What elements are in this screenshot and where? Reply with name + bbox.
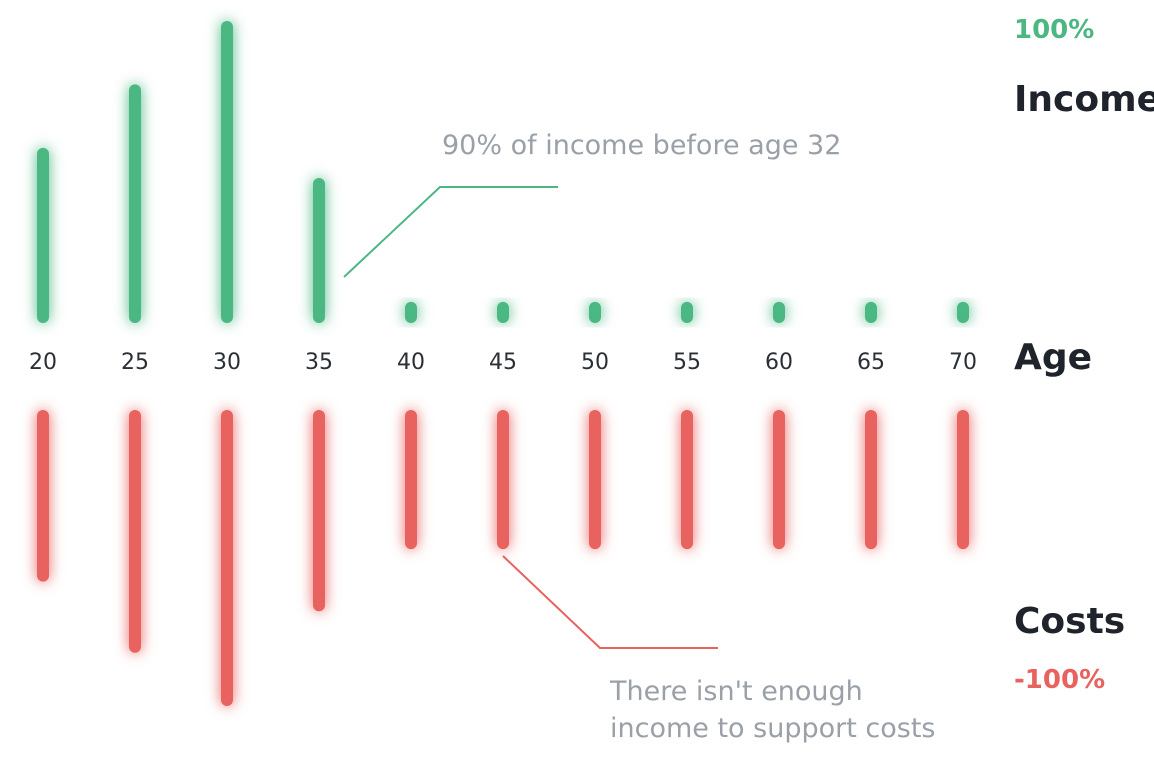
income-bar-60 — [773, 301, 785, 323]
cost-bar-35 — [313, 410, 325, 612]
cost-bar-40 — [405, 410, 417, 550]
cost-bar-50 — [589, 410, 601, 550]
cost-bar-55 — [681, 410, 693, 550]
income-bar-55 — [681, 301, 693, 323]
income-bar-20 — [37, 147, 49, 323]
cost-bar-45 — [497, 410, 509, 550]
age-tick-labels: 20 25 30 35 40 45 50 55 60 65 70 — [29, 350, 977, 375]
age-tick-65: 65 — [857, 350, 885, 375]
age-tick-50: 50 — [581, 350, 609, 375]
income-bar-25 — [129, 84, 141, 323]
age-tick-55: 55 — [673, 350, 701, 375]
age-tick-60: 60 — [765, 350, 793, 375]
cost-bar-30 — [221, 410, 233, 706]
income-bar-50 — [589, 301, 601, 323]
costs-annotation-line-2: income to support costs — [610, 713, 936, 744]
cost-bars — [37, 410, 969, 706]
cost-bar-65 — [865, 410, 877, 550]
income-label: Income — [1014, 79, 1154, 120]
age-tick-25: 25 — [121, 350, 149, 375]
age-axis-label: Age — [1014, 337, 1093, 378]
income-bar-70 — [957, 301, 969, 323]
costs-annotation-leader — [502, 555, 718, 649]
age-tick-20: 20 — [29, 350, 57, 375]
income-bar-40 — [405, 301, 417, 323]
income-bar-30 — [221, 21, 233, 323]
age-tick-40: 40 — [397, 350, 425, 375]
income-annotation: 90% of income before age 32 — [442, 130, 842, 161]
costs-annotation-line-1: There isn't enough — [610, 676, 863, 707]
cost-bar-60 — [773, 410, 785, 550]
cost-bar-70 — [957, 410, 969, 550]
age-tick-35: 35 — [305, 350, 333, 375]
income-bar-45 — [497, 301, 509, 323]
cost-bar-20 — [37, 410, 49, 582]
age-tick-30: 30 — [213, 350, 241, 375]
age-tick-45: 45 — [489, 350, 517, 375]
income-annotation-leader — [343, 186, 558, 278]
costs-annotation: There isn't enough income to support cos… — [610, 673, 936, 747]
income-bar-65 — [865, 301, 877, 323]
costs-label: Costs — [1014, 601, 1126, 642]
income-bars — [37, 21, 969, 323]
cost-bar-25 — [129, 410, 141, 653]
costs-min-percent: -100% — [1014, 665, 1106, 695]
age-tick-70: 70 — [949, 350, 977, 375]
income-max-percent: 100% — [1014, 15, 1095, 45]
income-bar-35 — [313, 178, 325, 323]
